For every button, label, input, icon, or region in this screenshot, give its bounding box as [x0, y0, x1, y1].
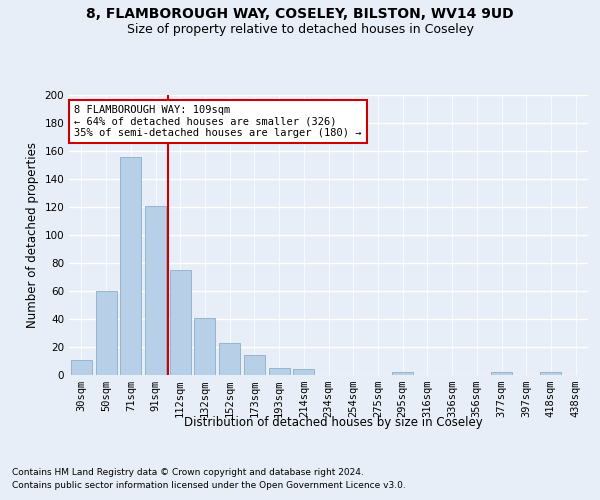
Text: Contains HM Land Registry data © Crown copyright and database right 2024.: Contains HM Land Registry data © Crown c… — [12, 468, 364, 477]
Bar — [71, 360, 92, 375]
Bar — [541, 372, 562, 375]
Text: Distribution of detached houses by size in Coseley: Distribution of detached houses by size … — [184, 416, 482, 429]
Text: 8, FLAMBOROUGH WAY, COSELEY, BILSTON, WV14 9UD: 8, FLAMBOROUGH WAY, COSELEY, BILSTON, WV… — [86, 8, 514, 22]
Y-axis label: Number of detached properties: Number of detached properties — [26, 142, 39, 328]
Bar — [293, 370, 314, 375]
Text: Size of property relative to detached houses in Coseley: Size of property relative to detached ho… — [127, 22, 473, 36]
Bar — [392, 372, 413, 375]
Bar — [244, 356, 265, 375]
Bar — [194, 318, 215, 375]
Bar — [145, 206, 166, 375]
Bar — [95, 291, 116, 375]
Text: Contains public sector information licensed under the Open Government Licence v3: Contains public sector information licen… — [12, 480, 406, 490]
Bar — [269, 368, 290, 375]
Bar — [120, 156, 141, 375]
Bar — [219, 343, 240, 375]
Text: 8 FLAMBOROUGH WAY: 109sqm
← 64% of detached houses are smaller (326)
35% of semi: 8 FLAMBOROUGH WAY: 109sqm ← 64% of detac… — [74, 105, 362, 138]
Bar — [170, 270, 191, 375]
Bar — [491, 372, 512, 375]
